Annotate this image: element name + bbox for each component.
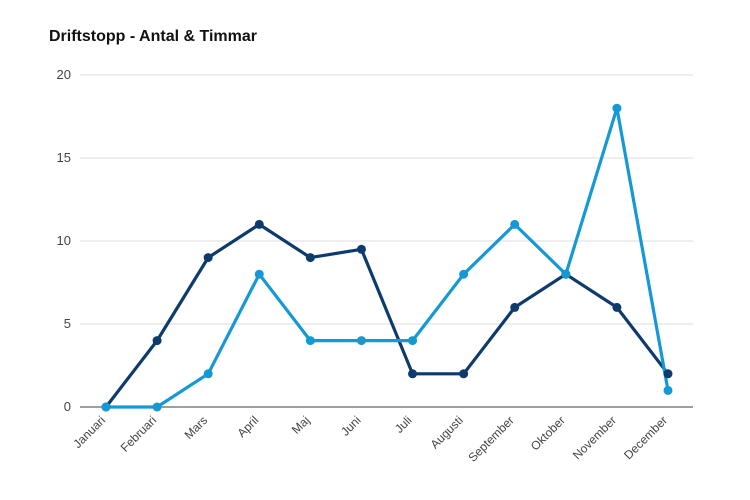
y-tick-label: 10 [57,233,71,248]
x-tick-label: Januari [70,413,108,451]
grid-lines [80,74,693,408]
data-point-series-2 [663,385,673,395]
x-tick-label: April [235,413,262,440]
data-point-series-1 [152,336,162,346]
data-point-series-2 [356,336,366,346]
data-point-series-2 [203,369,213,379]
data-point-series-2 [101,402,111,412]
x-tick-label: September [465,413,516,464]
data-point-series-1 [305,253,315,263]
data-point-series-1 [663,369,673,379]
data-point-series-1 [612,302,622,312]
series-line-2 [104,106,670,409]
y-tick-label: 15 [57,150,71,165]
data-point-series-2 [612,103,622,113]
x-tick-label: Maj [289,413,313,437]
data-point-series-2 [459,269,469,279]
x-tick-label: Augusti [428,413,466,451]
series-line-1 [104,222,670,409]
y-tick-label: 5 [64,316,71,331]
x-tick-label: Februari [118,413,159,454]
y-tick-label: 20 [57,67,71,82]
series-group [101,103,673,412]
y-axis-ticks: 0 5 10 15 20 [57,67,71,414]
x-tick-label: December [621,413,670,462]
data-point-series-1 [408,369,418,379]
x-tick-label: Juni [338,413,363,438]
data-point-series-2 [408,336,418,346]
data-point-series-1 [203,253,213,263]
data-point-series-1 [254,219,264,229]
x-axis-ticks: Januari Februari Mars April Maj Juni Juli Augus… [70,413,670,464]
data-point-series-2 [152,402,162,412]
chart-title: Driftstopp - Antal & Timmar [49,28,258,45]
data-point-series-2 [561,269,571,279]
x-tick-label: Mars [182,413,211,442]
data-point-series-1 [356,244,366,254]
data-point-series-2 [305,336,315,346]
data-point-series-2 [254,269,264,279]
x-tick-label: November [570,413,619,462]
data-point-series-2 [510,219,520,229]
x-tick-label: Oktober [528,413,568,453]
y-tick-label: 0 [64,399,71,414]
x-tick-label: Juli [392,413,415,436]
data-point-series-1 [459,369,469,379]
data-point-series-1 [510,302,520,312]
